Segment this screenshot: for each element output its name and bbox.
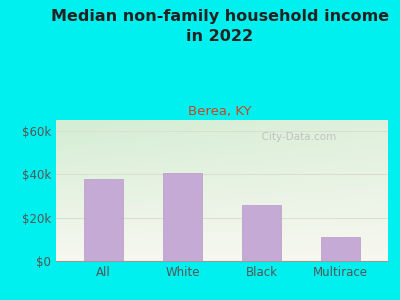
Bar (163, 173, 202, 261)
Bar (84, 178, 123, 261)
Text: Berea, KY: Berea, KY (188, 105, 252, 118)
Bar (321, 237, 360, 261)
Text: City-Data.com: City-Data.com (255, 132, 336, 142)
Text: Median non-family household income
in 2022: Median non-family household income in 20… (51, 9, 389, 44)
Bar (242, 205, 281, 261)
